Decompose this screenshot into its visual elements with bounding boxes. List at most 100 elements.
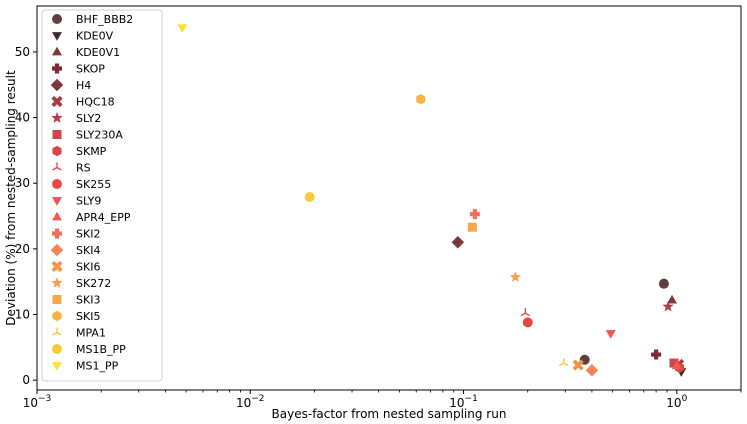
legend-marker [51, 260, 63, 273]
legend-item: SKI3 [52, 294, 100, 307]
legend-item: SKI6 [51, 260, 100, 274]
point-ski4-0 [585, 364, 599, 377]
point-bhf-bbb2-0 [658, 278, 669, 289]
legend-marker [50, 78, 64, 92]
point-ski6-0 [572, 359, 584, 371]
point-kde0v1-0 [667, 294, 678, 304]
legend-label: HQC18 [76, 96, 115, 109]
legend-item: SK272 [51, 277, 111, 290]
legend-label: BHF_BBB2 [76, 13, 133, 26]
legend-marker [52, 211, 62, 221]
legend-label: RS [76, 162, 91, 175]
legend-item: SLY2 [51, 112, 101, 125]
legend-marker [52, 162, 62, 171]
legend-marker [52, 344, 62, 354]
legend-marker [52, 197, 62, 206]
y-tick-label: 50 [15, 45, 30, 59]
point-sly2-0 [662, 300, 674, 312]
legend-frame [41, 9, 163, 382]
point-sk272-0 [509, 271, 522, 282]
legend-item: MS1B_PP [52, 343, 126, 356]
point-mpa1-0 [559, 358, 569, 367]
legend-label: SK272 [76, 277, 111, 290]
legend-item: SKOP [52, 63, 105, 76]
legend-marker [52, 130, 62, 139]
legend-label: APR4_EPP [76, 211, 131, 224]
legend-marker [52, 295, 62, 304]
legend-item: RS [52, 162, 91, 175]
legend-item: SKI2 [52, 228, 100, 241]
x-tick-label: 100 [666, 394, 687, 410]
x-axis-label: Bayes-factor from nested sampling run [272, 407, 507, 421]
legend-label: MS1_PP [76, 360, 119, 373]
legend-label: MPA1 [76, 327, 106, 340]
legend-item: SKMP [52, 145, 107, 158]
legend-item: SLY230A [52, 129, 123, 142]
legend-label: KDE0V1 [76, 46, 120, 59]
legend-marker [52, 228, 62, 239]
point-apr4-epp-0 [671, 360, 682, 370]
point-ms1-pp-0 [177, 24, 188, 33]
plot-frame [36, 5, 742, 391]
legend-item: APR4_EPP [52, 211, 131, 224]
legend-marker [50, 243, 64, 257]
x-axis: 10−3 10−2 10−1 100 [23, 390, 742, 410]
legend-marker [52, 145, 62, 157]
legend-marker [52, 63, 62, 74]
point-sk255-0 [522, 317, 533, 328]
legend-item: KDE0V [52, 30, 114, 43]
point-ski5-0 [416, 93, 426, 105]
legend-marker [52, 179, 62, 189]
data-points [177, 24, 687, 377]
legend-label: SKI4 [76, 244, 100, 257]
legend-item: KDE0V1 [52, 46, 120, 59]
point-rs-0 [520, 308, 531, 317]
legend-marker [52, 327, 62, 336]
legend-item: SK255 [52, 178, 111, 191]
legend-item: SKI5 [52, 310, 100, 323]
point-ski3-0 [467, 222, 477, 232]
legend-label: SLY9 [76, 195, 101, 208]
legend-label: H4 [76, 79, 91, 92]
y-tick-label: 10 [15, 308, 30, 322]
point-ski2-0 [469, 209, 480, 220]
legend-label: SLY2 [76, 112, 101, 125]
legend-marker [51, 112, 63, 123]
y-tick-label: 20 [15, 242, 30, 256]
x-tick-label: 10−1 [449, 394, 478, 410]
legend-marker [52, 310, 62, 322]
legend-label: MS1B_PP [76, 343, 126, 356]
legend-item: SLY9 [52, 195, 101, 208]
point-sly9-0 [605, 330, 616, 339]
y-tick-label: 40 [15, 111, 30, 125]
legend-item: BHF_BBB2 [52, 13, 133, 26]
legend-label: SKI2 [76, 228, 100, 241]
legend-label: SKMP [76, 145, 107, 158]
point-sly230a-0 [669, 358, 679, 368]
legend-item: HQC18 [51, 95, 115, 109]
legend-label: SKI5 [76, 310, 100, 323]
y-axis-label: Deviation (%) from nested-sampling resul… [4, 70, 18, 326]
legend-label: SKI3 [76, 294, 100, 307]
legend-label: SKI6 [76, 261, 100, 274]
legend-marker [51, 95, 63, 108]
legend-item: MPA1 [52, 327, 106, 340]
x-tick-label: 10−3 [23, 394, 52, 410]
point-skop-0 [651, 349, 662, 360]
legend-label: SK255 [76, 178, 111, 191]
legend-marker [52, 32, 62, 41]
y-axis: 0 10 20 30 40 50 [15, 45, 37, 387]
legend-marker [52, 14, 62, 24]
y-tick-label: 30 [15, 176, 30, 190]
legend-item: MS1_PP [52, 360, 119, 373]
legend-label: KDE0V [76, 30, 114, 43]
x-tick-label: 10−2 [236, 394, 265, 410]
legend-item: H4 [50, 78, 91, 92]
legend: BHF_BBB2 KDE0V KDE0V1 SKOP H4 HQC18 SLY2 SLY230… [41, 9, 163, 382]
legend-marker [51, 277, 63, 288]
legend-label: SKOP [76, 63, 105, 76]
legend-label: SLY230A [76, 129, 123, 142]
point-ms1b-pp-0 [304, 192, 315, 203]
legend-marker [52, 362, 62, 371]
